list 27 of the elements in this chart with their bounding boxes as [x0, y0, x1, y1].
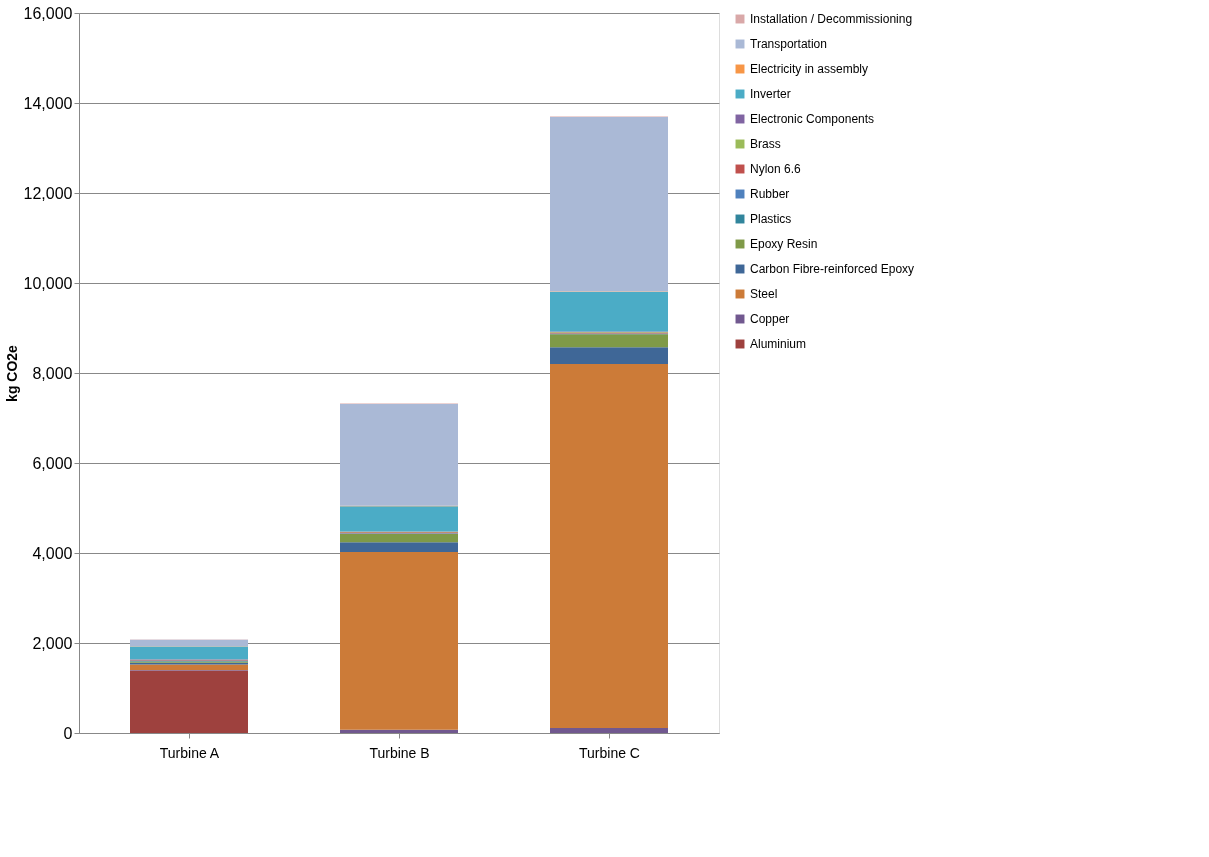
x-tick-label: Turbine A — [159, 744, 220, 761]
legend-label: Installation / Decommissioning — [750, 12, 913, 26]
y-tick-label: 2,000 — [32, 634, 73, 652]
y-axis-title: kg CO2e — [3, 344, 20, 402]
legend-label: Copper — [750, 312, 790, 326]
legend-label: Aluminium — [750, 337, 807, 351]
legend-label: Transportation — [750, 37, 827, 51]
x-tick-label: Turbine B — [369, 744, 430, 761]
legend-label: Nylon 6.6 — [750, 162, 802, 176]
legend-label: Rubber — [750, 187, 790, 201]
legend-label: Electricity in assembly — [750, 62, 869, 76]
y-tick-label: 6,000 — [32, 454, 73, 472]
legend-label: Electronic Components — [750, 112, 875, 126]
legend-label: Brass — [750, 137, 781, 151]
legend-label: Carbon Fibre-reinforced Epoxy — [750, 262, 915, 276]
y-tick-label: 0 — [63, 724, 73, 742]
legend-label: Steel — [750, 287, 778, 301]
y-tick-label: 12,000 — [23, 184, 73, 202]
y-tick-label: 10,000 — [23, 274, 73, 292]
legend-label: Plastics — [750, 212, 792, 226]
x-tick-label: Turbine C — [579, 744, 640, 761]
legend-label: Inverter — [750, 87, 791, 101]
y-tick-label: 16,000 — [23, 4, 73, 22]
y-tick-label: 8,000 — [32, 364, 73, 382]
y-tick-label: 4,000 — [32, 544, 73, 562]
y-tick-label: 14,000 — [23, 94, 73, 112]
legend-label: Epoxy Resin — [750, 237, 818, 251]
